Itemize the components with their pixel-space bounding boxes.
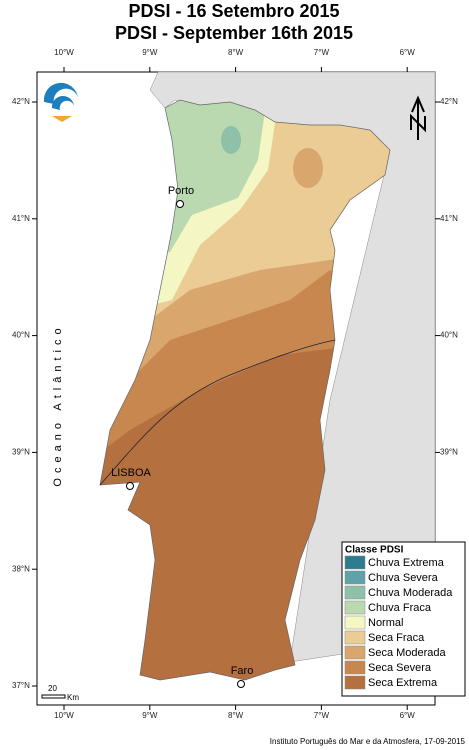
- legend-label: Seca Extrema: [368, 677, 438, 689]
- logo: [43, 82, 78, 122]
- city-marker: [176, 200, 184, 208]
- scale-bar: [41, 694, 66, 699]
- credit: Instituto Português do Mar e da Atmosfer…: [270, 737, 466, 746]
- legend-label: Chuva Extrema: [368, 557, 445, 569]
- portugal-outline: [99, 99, 391, 681]
- legend-swatch: [344, 570, 366, 585]
- lon-label: 6°W: [400, 711, 416, 720]
- lat-label: 41°N: [440, 214, 458, 223]
- legend-swatch: [344, 675, 366, 690]
- lat-label: 38°N: [12, 564, 30, 573]
- lon-label: 10°W: [54, 711, 74, 720]
- lon-label: 6°W: [400, 48, 416, 57]
- north-arrow: [410, 95, 426, 140]
- scale-distance: 20: [48, 684, 57, 693]
- legend-swatch: [344, 555, 366, 570]
- spain: [149, 71, 436, 663]
- ocean-label: Oceano Atlântico: [52, 323, 64, 486]
- river: [99, 339, 336, 486]
- lon-label: 7°W: [314, 711, 330, 720]
- legend-swatch: [344, 660, 366, 675]
- lat-label: 37°N: [12, 681, 30, 690]
- legend-swatch: [344, 630, 366, 645]
- lon-label: 8°W: [228, 48, 244, 57]
- city-label: LISBOA: [111, 467, 151, 479]
- scale-unit: Km: [67, 693, 79, 702]
- legend-label: Chuva Fraca: [368, 602, 432, 614]
- city-marker: [126, 482, 134, 490]
- legend-swatch: [344, 585, 366, 600]
- city-label: Porto: [168, 185, 194, 197]
- legend-label: Seca Fraca: [368, 632, 425, 644]
- legend-label: Normal: [368, 617, 403, 629]
- graticule: 10°W 10°W 9°W 9°W 8°W 8°W 7°W 7°W 6°W 6°W 42°N 42°N…: [12, 48, 458, 720]
- lat-label: 40°N: [12, 331, 30, 340]
- lat-label: 42°N: [440, 97, 458, 106]
- legend-swatch: [344, 615, 366, 630]
- subtitle: PDSI - September 16th 2015: [115, 23, 353, 43]
- legend-label: Seca Moderada: [368, 647, 447, 659]
- lon-label: 8°W: [228, 711, 244, 720]
- lat-label: 40°N: [440, 331, 458, 340]
- lat-label: 42°N: [12, 97, 30, 106]
- lat-label: 39°N: [12, 448, 30, 457]
- legend-swatch: [344, 600, 366, 615]
- lat-label: 41°N: [12, 214, 30, 223]
- legend-swatch: [344, 645, 366, 660]
- lon-label: 9°W: [142, 48, 158, 57]
- legend-label: Chuva Moderada: [368, 587, 453, 599]
- lon-label: 7°W: [314, 48, 330, 57]
- city-marker: [237, 680, 245, 688]
- legend: Classe PDSI Chuva Extrema Chuva Severa Chu…: [341, 541, 466, 697]
- legend-label: Seca Severa: [368, 662, 432, 674]
- legend-title: Classe PDSI: [345, 545, 404, 556]
- legend-label: Chuva Severa: [368, 572, 439, 584]
- city-label: Faro: [231, 665, 254, 677]
- lat-label: 39°N: [440, 448, 458, 457]
- title: PDSI - 16 Setembro 2015: [128, 1, 339, 21]
- lon-label: 9°W: [142, 711, 158, 720]
- lon-label: 10°W: [54, 48, 74, 57]
